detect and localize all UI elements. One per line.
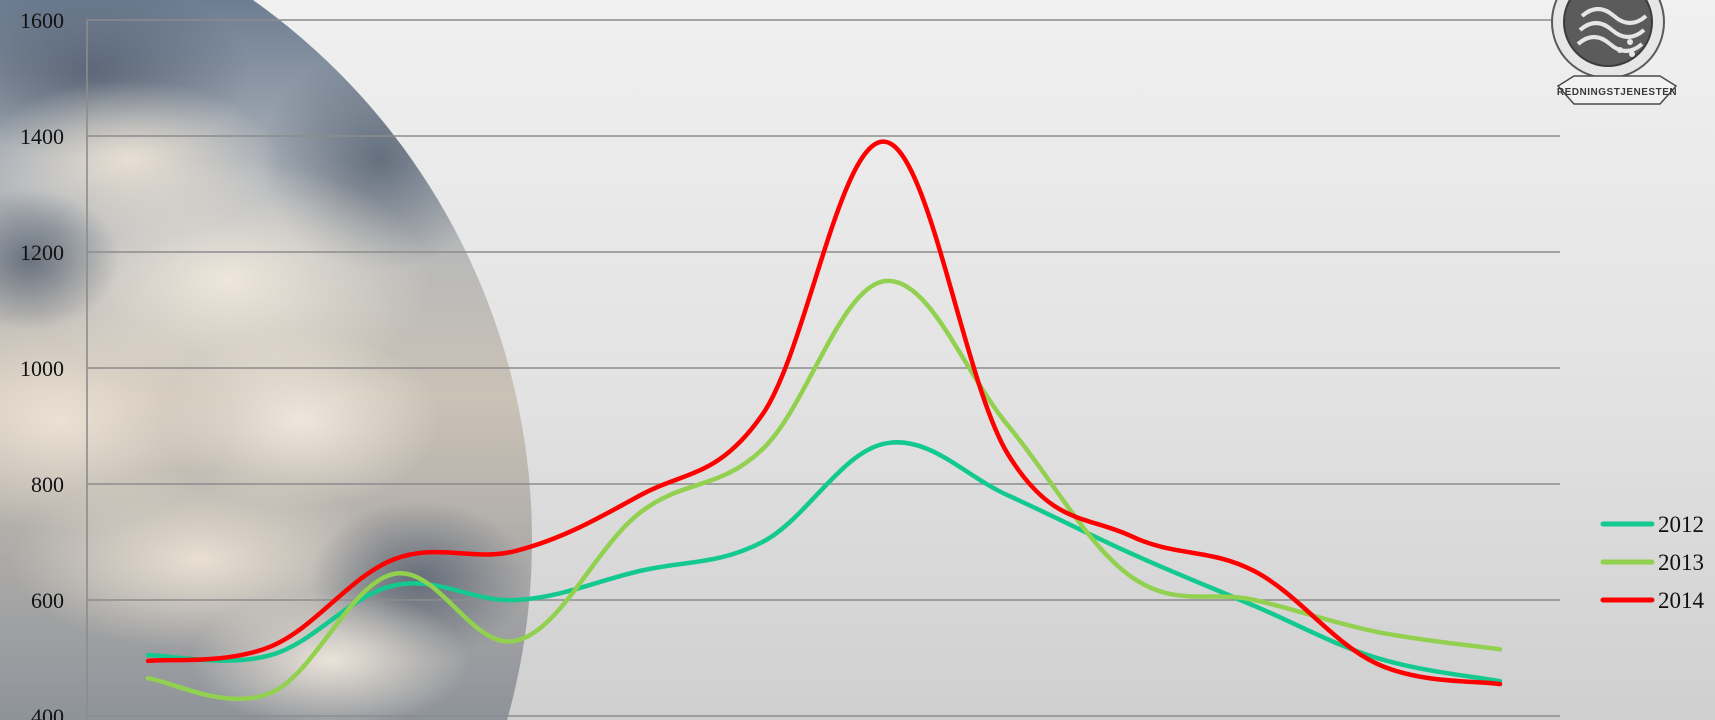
y-tick-label-1400: 1400 — [20, 124, 64, 149]
legend-label-2013: 2013 — [1658, 550, 1704, 575]
y-tick-label-1200: 1200 — [20, 240, 64, 265]
legend-label-2012: 2012 — [1658, 512, 1704, 537]
seal-text: REDNINGSTJENESTEN — [1557, 87, 1677, 98]
y-tick-label-400: 400 — [31, 704, 64, 720]
series-line-2014 — [145, 139, 1503, 687]
y-tick-label-600: 600 — [31, 588, 64, 613]
rescue-service-seal-logo: REDNINGSTJENESTEN — [1551, 0, 1678, 105]
gridlines — [86, 19, 1560, 720]
y-axis-tick-labels: 400 600 800 1000 1200 1400 1600 — [20, 8, 64, 720]
legend-label-2014: 2014 — [1658, 588, 1705, 613]
y-tick-label-1000: 1000 — [20, 356, 64, 381]
series-line-2013 — [145, 278, 1503, 702]
series-line-2012 — [145, 440, 1503, 684]
y-tick-label-800: 800 — [31, 472, 64, 497]
y-tick-label-1600: 1600 — [20, 8, 64, 33]
series-lines — [145, 139, 1503, 702]
legend: 2012 2013 2014 — [1600, 512, 1705, 613]
